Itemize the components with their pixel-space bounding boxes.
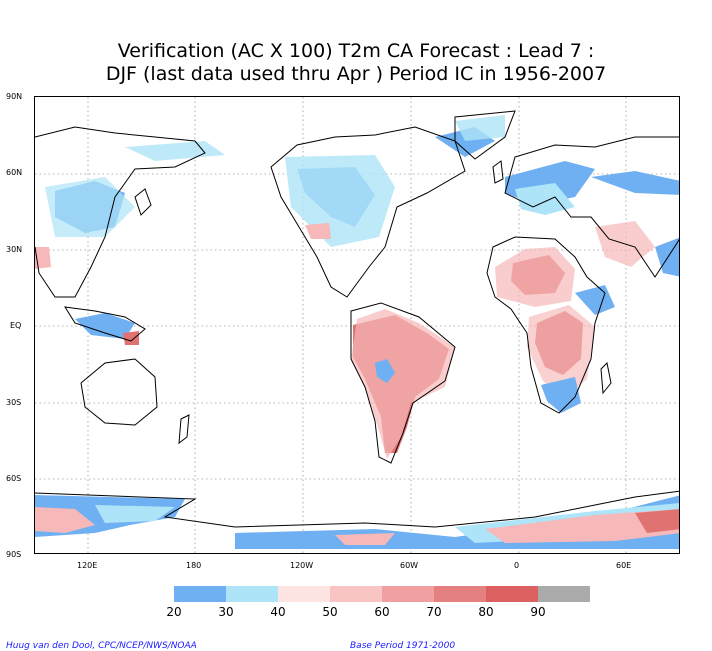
greenland-coast	[454, 110, 516, 160]
indonesia-coast	[64, 306, 146, 342]
newzealand-coast	[178, 414, 190, 445]
antarctic-shading-lightblue	[95, 505, 175, 523]
colorbar-segment-2	[226, 586, 278, 602]
map-frame	[34, 96, 680, 554]
antarctic-shading-mid-pink	[335, 533, 395, 545]
india-blue	[655, 237, 679, 277]
siberia-light	[45, 177, 135, 237]
antarctic-shading-pink	[35, 507, 95, 533]
lat-label-90s: 90S	[6, 550, 22, 559]
greenland-blue	[455, 115, 505, 141]
colorbar-label-50: 50	[322, 605, 338, 619]
africa-north-pink	[495, 247, 575, 307]
antarctic-shading-east-pink	[485, 509, 679, 543]
newguinea-pink	[123, 331, 139, 345]
lat-label-30s: 30S	[6, 398, 22, 407]
colorbar-segment-5	[382, 586, 434, 602]
south-america-coast	[350, 302, 456, 464]
lon-label-180: 180	[186, 561, 202, 570]
africa-east-blue	[575, 285, 615, 315]
lat-label-30n: 30N	[6, 245, 23, 254]
colorbar-segment-4	[330, 586, 382, 602]
colorbar-segment-1	[174, 586, 226, 602]
australia-coast	[80, 358, 158, 426]
eurasia-coast	[504, 136, 679, 278]
shaded-regions	[35, 115, 679, 549]
north-america-pink	[305, 223, 331, 239]
colorbar-segment-6	[434, 586, 486, 602]
china-pink	[35, 247, 51, 269]
lat-label-eq: EQ	[10, 321, 22, 330]
colorbar	[174, 586, 590, 602]
japan-coast	[134, 188, 152, 216]
africa-south-pink	[527, 305, 595, 399]
lon-label-0: 0	[514, 561, 520, 570]
coastlines	[35, 110, 679, 528]
lon-label-120e: 120E	[77, 561, 98, 570]
eurasia-north-blue	[591, 171, 679, 195]
east-asia-coast	[35, 126, 206, 298]
north-america-light	[285, 155, 395, 247]
lon-label-120w: 120W	[290, 561, 314, 570]
colorbar-label-20: 20	[166, 605, 182, 619]
colorbar-label-90: 90	[530, 605, 546, 619]
colorbar-label-30: 30	[218, 605, 234, 619]
lon-label-60w: 60W	[400, 561, 419, 570]
pacific-north-blue	[125, 141, 225, 161]
colorbar-label-60: 60	[374, 605, 390, 619]
footer-base-period: Base Period 1971-2000	[350, 641, 456, 651]
eurasia-light	[515, 183, 575, 215]
world-map	[35, 97, 679, 553]
africa-south-blue	[541, 377, 581, 413]
maritime-blue	[75, 313, 135, 339]
footer-author: Huug van den Dool, CPC/NCEP/NWS/NOAA	[6, 641, 197, 651]
madagascar-coast	[600, 361, 612, 395]
colorbar-label-80: 80	[478, 605, 494, 619]
colorbar-segment-8	[538, 586, 590, 602]
uk-coast	[492, 160, 504, 184]
colorbar-segment-3	[278, 586, 330, 602]
south-america-blue	[375, 359, 395, 383]
antarctic-shading-east-red	[635, 509, 679, 533]
africa-coast	[486, 236, 606, 414]
north-america-coast	[270, 126, 466, 298]
colorbar-label-40: 40	[270, 605, 286, 619]
south-america-pink	[351, 309, 455, 459]
lat-label-60s: 60S	[6, 474, 22, 483]
lat-label-90n: 90N	[6, 92, 23, 101]
lat-label-60n: 60N	[6, 168, 23, 177]
chart-title-line2: DJF (last data used thru Apr ) Period IC…	[105, 63, 607, 85]
lon-label-60e: 60E	[616, 561, 632, 570]
chart-title-line1: Verification (AC X 100) T2m CA Forecast …	[117, 40, 595, 62]
colorbar-segment-7	[486, 586, 538, 602]
colorbar-label-70: 70	[426, 605, 442, 619]
antarctica-coast	[35, 490, 679, 528]
